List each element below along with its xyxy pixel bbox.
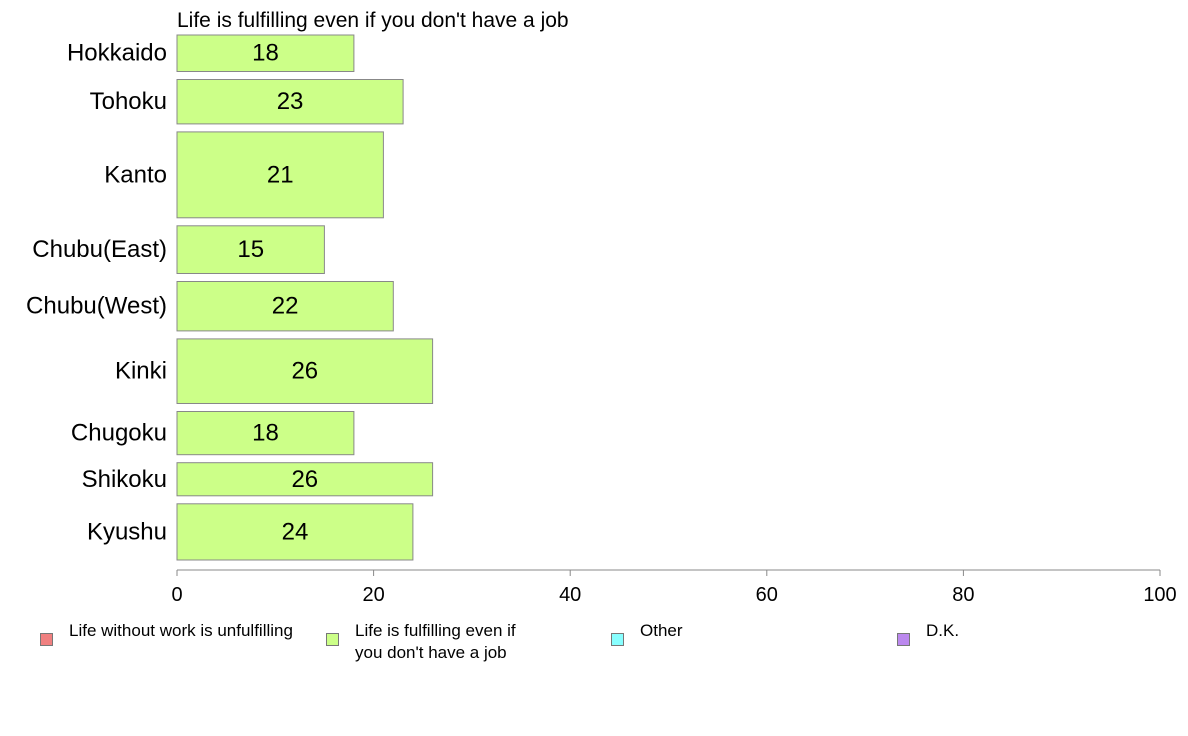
legend-swatch-other xyxy=(611,633,624,646)
bar-chugoku xyxy=(176,411,355,456)
bar-tohoku xyxy=(176,79,404,125)
x-tick-label: 80 xyxy=(952,584,974,606)
bar-kanto xyxy=(176,131,384,219)
legend-label-dk: D.K. xyxy=(926,621,960,640)
bar-kyushu xyxy=(176,503,414,561)
category-label: Kanto xyxy=(104,161,167,188)
data-label: 21 xyxy=(267,161,294,188)
data-label: 23 xyxy=(277,88,304,115)
data-label: 24 xyxy=(282,518,309,545)
data-label: 18 xyxy=(252,420,279,447)
x-tick-label: 40 xyxy=(559,584,581,606)
legend-item-fulfilling: Life is fulfilling even if you don't hav… xyxy=(326,620,516,664)
legend-swatch-dk xyxy=(897,633,910,646)
category-label: Chubu(West) xyxy=(26,293,167,320)
legend-swatch-fulfilling xyxy=(326,633,339,646)
x-tick-label: 60 xyxy=(756,584,778,606)
chart-title: Life is fulfilling even if you don't hav… xyxy=(177,9,569,32)
data-label: 15 xyxy=(237,236,264,263)
legend-item-dk: D.K. xyxy=(897,620,959,646)
category-label: Shikoku xyxy=(82,466,167,493)
category-label: Chugoku xyxy=(71,420,167,447)
category-label: Chubu(East) xyxy=(32,236,167,263)
bar-chubu-west xyxy=(176,281,394,332)
x-tick-label: 100 xyxy=(1143,584,1176,606)
legend-label-fulfilling: Life is fulfilling even if you don't hav… xyxy=(355,621,516,662)
x-tick-label: 20 xyxy=(362,584,384,606)
data-label: 18 xyxy=(252,40,279,67)
bar-chubu-east xyxy=(176,225,325,275)
data-label: 26 xyxy=(291,466,318,493)
data-label: 22 xyxy=(272,293,299,320)
category-label: Tohoku xyxy=(90,88,167,115)
data-label: 26 xyxy=(291,358,318,385)
legend-swatch-unfulfilling xyxy=(40,633,53,646)
legend-label-unfulfilling: Life without work is unfulfilling xyxy=(69,621,293,640)
legend: Life without work is unfulfilling Life i… xyxy=(0,620,1188,670)
bar-chart: Life is fulfilling even if you don't hav… xyxy=(26,9,1177,606)
bar-kinki xyxy=(176,338,434,404)
category-label: Hokkaido xyxy=(67,40,167,67)
category-label: Kinki xyxy=(115,358,167,385)
legend-label-other: Other xyxy=(640,621,683,640)
legend-item-other: Other xyxy=(611,620,683,646)
legend-item-unfulfilling: Life without work is unfulfilling xyxy=(40,620,293,646)
x-tick-label: 0 xyxy=(171,584,182,606)
bar-hokkaido xyxy=(176,34,355,72)
category-label: Kyushu xyxy=(87,518,167,545)
bar-shikoku xyxy=(176,462,434,497)
x-axis: 0 20 40 60 80 100 xyxy=(171,569,1177,606)
bars-group: 18 Hokkaido 23 Tohoku 21 Kanto 15 Chubu(East) 22… xyxy=(26,34,434,561)
